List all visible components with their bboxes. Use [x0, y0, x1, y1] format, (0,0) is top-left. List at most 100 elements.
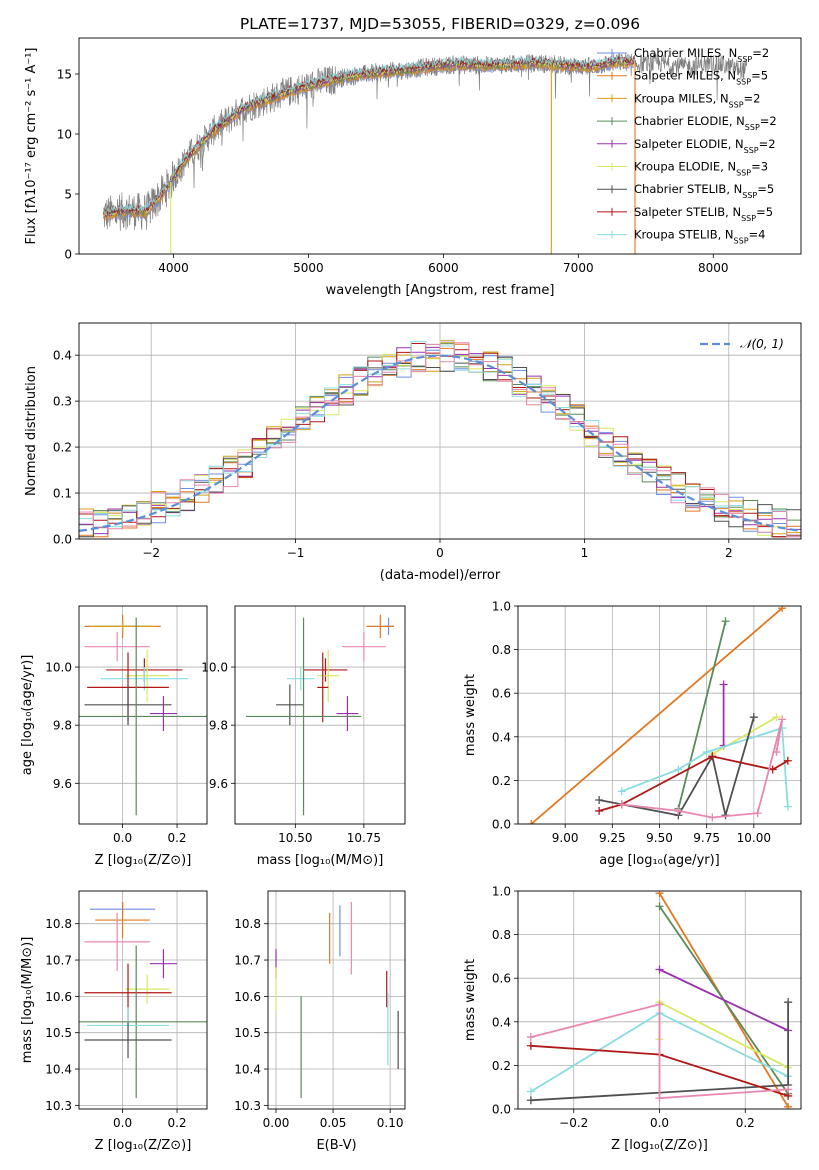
errorbar-point	[79, 617, 207, 816]
y-tick-label: 10.8	[45, 917, 72, 931]
weight-marker	[526, 1096, 535, 1105]
errorbar-point	[125, 649, 169, 702]
x-tick-label: 8000	[698, 261, 729, 275]
x-tick-label: 2	[725, 546, 733, 560]
errorbar-point	[79, 945, 207, 1099]
legend-entry: Chabrier STELIB, NSSP=5	[634, 182, 774, 200]
weight-marker	[719, 680, 728, 689]
errorbar-point	[336, 696, 359, 731]
y-tick-label: 10	[57, 128, 72, 142]
z_age-axes: 0.0 0.2 9.6 9.8 10.0	[45, 606, 207, 845]
weight-line	[621, 719, 783, 819]
model-line-chabrier-elodie	[102, 59, 635, 219]
errorbar-point	[84, 632, 150, 662]
y-tick-label: 0.4	[492, 1015, 511, 1029]
y-tick-label: 0.8	[492, 643, 511, 657]
weight-marker	[749, 713, 758, 722]
z_mass-ylabel: mass [log₁₀(M/M⊙)]	[20, 937, 35, 1064]
y-tick-label: 10.4	[45, 1063, 72, 1077]
weight-marker	[526, 1041, 535, 1050]
errorbar-point	[341, 632, 386, 662]
y-tick-label: 5	[64, 188, 72, 202]
model-line-salpeter-elodie	[102, 58, 635, 218]
x-tick-label: 1	[581, 546, 589, 560]
x-tick-label: 5000	[293, 261, 324, 275]
x-tick-label: −1	[287, 546, 305, 560]
x-tick-label: 10.50	[278, 831, 312, 845]
y-tick-label: 0.3	[53, 395, 72, 409]
spectrum-ylabel: Flux [fλ10⁻¹⁷ erg cm⁻² s⁻¹ A⁻¹]	[24, 48, 39, 245]
y-tick-label: 15	[57, 68, 72, 82]
mass_age-frame	[234, 605, 406, 825]
legend-entry: Salpeter ELODIE, NSSP=2	[634, 137, 776, 155]
gaussian-line	[79, 354, 801, 532]
weight-line	[711, 716, 777, 755]
x-tick-label: 0.2	[167, 831, 186, 845]
y-tick-label: 0.0	[492, 818, 511, 832]
weight-line	[659, 968, 789, 1032]
weight-marker	[655, 902, 664, 911]
weight-marker	[708, 752, 717, 761]
weight-marker	[783, 756, 792, 765]
x-tick-label: 4000	[158, 261, 189, 275]
legend-entry: Chabrier ELODIE, NSSP=2	[634, 114, 777, 132]
x-tick-label: 10.00	[737, 831, 771, 845]
legend-entry: Kroupa ELODIE, NSSP=3	[634, 160, 768, 178]
y-tick-label: 9.8	[53, 719, 72, 733]
errorbar-point	[125, 974, 169, 1004]
y-tick-label: 0.1	[53, 487, 72, 501]
x-tick-label: −0.2	[559, 1116, 588, 1130]
weight-marker	[778, 715, 787, 724]
spectrum-data-line	[102, 52, 748, 231]
x-tick-label: 0.2	[736, 1116, 755, 1130]
model-line-chabrier-miles	[103, 62, 634, 222]
x-tick-label: −2	[142, 546, 160, 560]
x-tick-label: 6000	[428, 261, 459, 275]
z_weight-ylabel: mass weight	[463, 959, 478, 1041]
errorbar-point	[95, 901, 150, 939]
age_weight-xlabel: age [log₁₀(age/yr)]	[599, 853, 720, 868]
x-tick-label: 10.75	[347, 831, 381, 845]
weight-marker	[527, 820, 536, 824]
weight-marker	[655, 965, 664, 974]
y-tick-label: 9.8	[209, 719, 228, 733]
y-tick-label: 1.0	[492, 600, 511, 614]
weight-marker	[708, 813, 717, 822]
x-tick-label: 0.05	[320, 1116, 347, 1130]
weight-marker	[753, 809, 762, 818]
residuals-frame	[78, 322, 802, 540]
mass_age-axes: 10.50 10.75 9.6 9.8 10.0	[201, 606, 405, 845]
y-tick-label: 9.6	[209, 777, 228, 791]
y-tick-label: 10.6	[234, 990, 261, 1004]
legend-entry: Kroupa STELIB, NSSP=4	[634, 228, 765, 246]
y-tick-label: 10.8	[234, 917, 261, 931]
errorbar-point	[84, 684, 172, 726]
weight-marker	[784, 998, 793, 1007]
weight-marker	[784, 1102, 793, 1109]
errorbar-point	[317, 652, 329, 723]
z_age-plot	[79, 614, 207, 816]
z_mass-xlabel: Z [log₁₀(Z/Z⊙)]	[95, 1138, 192, 1153]
y-tick-label: 10.5	[45, 1026, 72, 1040]
y-tick-label: 10.7	[234, 954, 261, 968]
y-tick-label: 10.7	[45, 954, 72, 968]
y-tick-label: 0.4	[492, 730, 511, 744]
mass_age-plot	[245, 614, 395, 816]
x-tick-label: 9.50	[646, 831, 673, 845]
x-tick-label: 0.0	[113, 831, 132, 845]
y-tick-label: 0.2	[492, 774, 511, 788]
spectrum-legend: Chabrier MILES, NSSP=2 Salpeter MILES, NS…	[597, 46, 777, 245]
y-tick-label: 0.0	[492, 1103, 511, 1117]
errorbar-point	[245, 617, 362, 816]
model-line-kroupa-elodie	[102, 56, 634, 217]
histogram-series	[79, 342, 801, 539]
residuals-ylabel: Normed distribution	[24, 366, 39, 496]
z_weight-xlabel: Z [log₁₀(Z/Z⊙)]	[611, 1138, 708, 1153]
ebv_mass-plot	[275, 901, 399, 1099]
y-tick-label: 10.6	[45, 990, 72, 1004]
gauss-legend-label: 𝒩(0, 1)	[740, 337, 784, 351]
errorbar-point	[303, 658, 348, 682]
model-line-kroupa-miles	[102, 59, 635, 220]
ebv_mass-axes: 0.00 0.05 0.10 10.3 10.4 10.5 10.6 10.7 10.8	[234, 891, 405, 1130]
y-tick-label: 0.2	[53, 441, 72, 455]
